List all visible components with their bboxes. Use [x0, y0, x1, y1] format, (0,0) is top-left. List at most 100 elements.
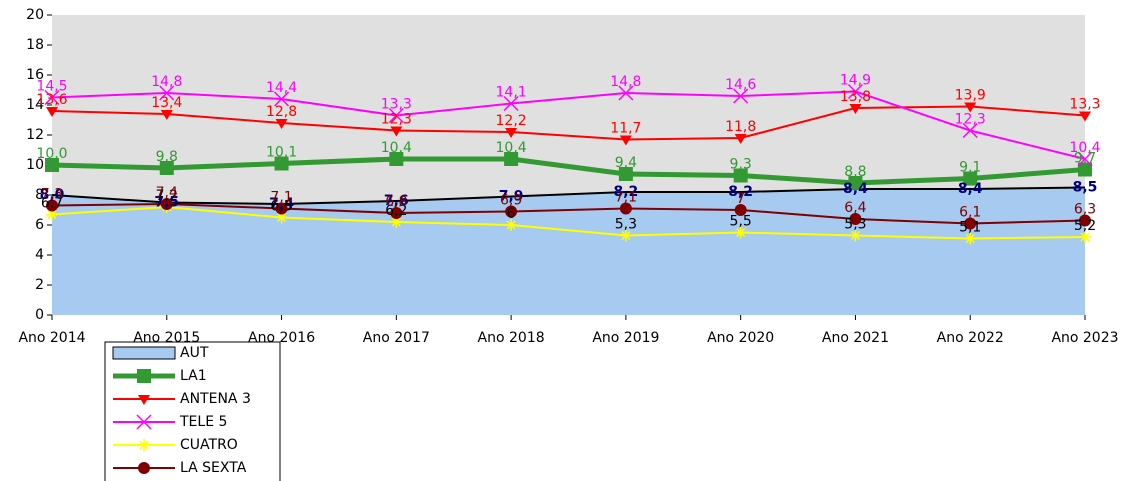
marker: [138, 439, 150, 451]
value-label: 6,5: [270, 199, 292, 215]
marker: [45, 158, 59, 172]
y-tick-label: 12: [26, 127, 44, 143]
value-label: 10,4: [1069, 140, 1100, 156]
line: [51, 105, 1086, 141]
marker: [618, 167, 633, 181]
y-tick-label: 6: [35, 217, 44, 233]
marker: [46, 199, 58, 212]
value-label: 6,9: [500, 193, 522, 209]
marker: [503, 95, 519, 112]
value-label: 7,9: [499, 189, 524, 205]
value-label: 8,4: [958, 181, 983, 197]
marker: [44, 89, 60, 106]
marker: [136, 414, 152, 430]
marker: [138, 395, 150, 405]
area-line: [51, 186, 1086, 206]
value-label: 9,3: [730, 157, 752, 173]
line: [51, 205, 1086, 240]
value-label: 13,4: [151, 95, 182, 111]
line: [51, 202, 1086, 225]
marker: [619, 202, 632, 215]
value-label: 9,4: [615, 155, 637, 171]
value-label: 12,3: [381, 112, 412, 128]
value-label: 8,0: [40, 187, 65, 203]
marker: [274, 156, 289, 171]
marker: [275, 119, 288, 129]
value-label: 8,2: [613, 184, 638, 200]
marker: [849, 229, 862, 242]
value-label: 8,8: [844, 164, 866, 180]
value-label: 13,8: [840, 89, 871, 105]
x-tick-label: Ano 2019: [592, 330, 659, 346]
value-label: 7,4: [269, 196, 294, 212]
legend-label: CUATRO: [180, 437, 238, 453]
marker: [1079, 214, 1091, 227]
marker: [964, 232, 977, 245]
marker: [275, 211, 288, 224]
marker: [390, 126, 403, 137]
marker: [505, 219, 518, 231]
marker: [160, 110, 173, 120]
legend-label: LA1: [180, 368, 207, 384]
value-label: 7: [736, 191, 745, 207]
value-label: 6,8: [385, 194, 407, 210]
x-tick-label: Ano 2017: [363, 330, 430, 346]
marker: [848, 176, 863, 190]
value-label: 9,7: [1074, 151, 1096, 167]
legend-swatch: [112, 346, 176, 360]
y-tick-label: 0: [35, 307, 44, 323]
marker: [733, 168, 748, 183]
marker: [619, 229, 632, 242]
marker: [1078, 162, 1092, 177]
marker: [159, 85, 175, 101]
line: [51, 90, 1086, 160]
marker: [734, 226, 747, 239]
x-tick-label: Ano 2020: [707, 330, 774, 346]
value-label: 8,4: [843, 181, 868, 197]
value-label: 10,4: [381, 140, 412, 156]
value-label: 6,4: [844, 200, 866, 216]
marker: [849, 213, 862, 225]
marker: [505, 205, 518, 218]
value-label: 14,8: [151, 74, 182, 90]
value-label: 5,2: [1074, 218, 1096, 234]
value-label: 13,3: [1069, 97, 1100, 113]
value-label: 6: [507, 206, 516, 222]
y-tick-label: 2: [35, 277, 44, 293]
value-label: 10,0: [36, 146, 67, 162]
value-label: 5,3: [844, 217, 866, 233]
value-label: 14,1: [496, 85, 527, 101]
value-label: 7,3: [41, 187, 63, 203]
value-label: 8,2: [728, 184, 753, 200]
value-label: 12,2: [496, 113, 527, 129]
value-label: 11,7: [610, 121, 641, 137]
marker: [504, 152, 519, 166]
marker: [274, 91, 290, 107]
value-label: 7,1: [270, 190, 292, 206]
marker: [137, 369, 151, 383]
marker: [1079, 231, 1091, 243]
x-tick-label: Ano 2023: [1051, 330, 1118, 346]
value-label: 6,3: [1074, 202, 1096, 218]
marker: [964, 217, 977, 230]
marker: [388, 107, 404, 124]
y-tick-label: 16: [26, 67, 44, 83]
x-tick-label: Ano 2021: [822, 330, 889, 346]
marker: [389, 152, 404, 166]
legend-label: TELE 5: [179, 414, 227, 430]
area: [52, 187, 1085, 315]
value-label: 10,4: [496, 140, 527, 156]
marker: [1077, 151, 1093, 167]
marker: [962, 122, 978, 139]
y-tick-label: 14: [26, 97, 44, 113]
value-label: 14,8: [610, 74, 641, 90]
marker: [505, 128, 518, 138]
marker: [390, 216, 403, 228]
marker: [1079, 111, 1091, 122]
value-label: 7,5: [154, 195, 179, 211]
marker: [734, 134, 747, 144]
x-tick-label: Ano 2014: [18, 330, 85, 346]
marker: [618, 85, 634, 101]
value-label: 10,1: [266, 145, 297, 161]
